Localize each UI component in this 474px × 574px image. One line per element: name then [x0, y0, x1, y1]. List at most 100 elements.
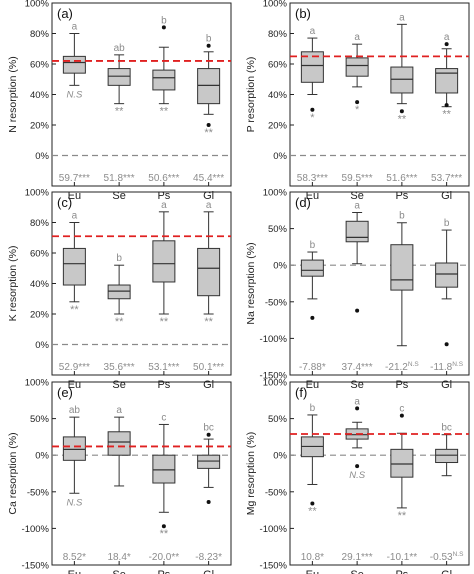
iqr-box — [345, 220, 369, 243]
box-Se: b ** 35.6*** — [104, 253, 135, 373]
x-tick-label: Se — [112, 190, 125, 202]
mean-value-label: 50.6*** — [148, 173, 179, 184]
significance-letter: c — [161, 412, 166, 423]
significance-letter: a — [161, 200, 167, 211]
box-Gl: bc -0.53N.S — [430, 423, 464, 563]
outlier-point — [355, 464, 360, 469]
significance-stars: * — [310, 112, 315, 124]
mean-value-label: -0.53N.S — [430, 551, 464, 563]
y-axis-label: Mg resorption (%) — [245, 432, 257, 515]
y-tick-label: 100% — [263, 0, 288, 10]
box-Se: a 18.4* — [107, 405, 130, 563]
y-tick-label: 100% — [263, 378, 288, 389]
outlier-point — [444, 342, 449, 347]
box-Gl: a ** 53.7*** — [431, 32, 462, 184]
outlier-point — [444, 103, 449, 108]
significance-letter: a — [354, 200, 360, 211]
iqr-box — [152, 454, 176, 484]
mean-value-label: 45.4*** — [193, 173, 224, 184]
y-tick-label: -50% — [265, 487, 288, 498]
x-tick-label: Eu — [306, 379, 319, 391]
mean-value-label: -10.1** — [387, 552, 418, 563]
significance-stars: ** — [398, 510, 407, 522]
significance-stars: N.S — [66, 89, 83, 100]
significance-stars: ** — [115, 106, 124, 118]
significance-letter: a — [72, 22, 78, 33]
x-tick-label: Gl — [441, 190, 452, 202]
y-tick-label: 20% — [30, 310, 50, 321]
significance-letter: b — [310, 403, 316, 414]
panel-f: -150% -100% -50% 0% 50% 100% Eu Se Ps Gl Mg resorp… — [245, 378, 470, 574]
box-Gl: a ** 50.1*** — [193, 200, 224, 373]
y-tick-label: 100% — [25, 188, 50, 199]
outlier-point — [355, 308, 360, 313]
mean-value-label: 18.4* — [107, 552, 130, 563]
mean-value-label: 50.1*** — [193, 362, 224, 373]
significance-letter: a — [354, 32, 360, 43]
x-tick-label: Ps — [395, 190, 408, 202]
box-Gl: b ** 45.4*** — [193, 34, 224, 184]
outlier-point — [206, 43, 211, 48]
y-tick-label: 60% — [268, 60, 288, 71]
y-tick-label: 20% — [30, 121, 50, 132]
significance-letter: ab — [69, 405, 81, 416]
mean-value-label: 51.6*** — [386, 173, 417, 184]
outlier-point — [355, 406, 360, 411]
mean-value-label: -8.23* — [195, 552, 222, 563]
outlier-point — [310, 315, 315, 320]
y-tick-label: 100% — [25, 378, 50, 389]
panel-e: -150% -100% -50% 0% 50% 100% Eu Se Ps Gl Ca resorp… — [7, 378, 232, 574]
panel-label: (a) — [57, 6, 73, 21]
y-tick-label: 0% — [35, 151, 49, 162]
iqr-box — [435, 68, 459, 94]
significance-letter: a — [399, 12, 405, 23]
significance-letter: b — [116, 253, 122, 264]
x-tick-label: Ps — [395, 569, 408, 574]
mean-value-label: 10.8* — [301, 552, 324, 563]
outlier-point — [310, 501, 315, 506]
y-tick-label: 100% — [25, 0, 50, 10]
box-Se: ab ** 51.8*** — [104, 43, 135, 184]
box-Eu: a * 58.3*** — [297, 26, 328, 184]
x-tick-label: Gl — [203, 569, 214, 574]
mean-value-label: 58.3*** — [297, 173, 328, 184]
iqr-box — [62, 55, 86, 74]
y-tick-label: 40% — [30, 279, 50, 290]
box-Ps: c ** -20.0** — [149, 412, 180, 563]
outlier-point — [206, 123, 211, 127]
iqr-box — [107, 431, 131, 456]
panel-label: (e) — [57, 385, 73, 400]
y-tick-label: -100% — [260, 334, 288, 345]
box-Se: a 37.4*** — [342, 200, 373, 373]
y-tick-label: 40% — [268, 90, 288, 101]
y-tick-label: -100% — [260, 524, 288, 535]
significance-letter: a — [444, 32, 450, 43]
significance-letter: b — [399, 211, 405, 222]
y-tick-label: 100% — [263, 188, 288, 199]
significance-stars: ** — [308, 506, 317, 518]
box-Eu: b ** 10.8* — [301, 403, 324, 563]
iqr-box — [152, 69, 176, 91]
mean-value-label: 37.4*** — [342, 362, 373, 373]
y-tick-label: -50% — [265, 297, 288, 308]
mean-value-label: -7.88* — [299, 362, 326, 373]
significance-letter: a — [206, 200, 212, 211]
y-tick-label: 20% — [268, 121, 288, 132]
y-tick-label: 40% — [30, 90, 50, 101]
x-tick-label: Se — [350, 190, 363, 202]
outlier-point — [310, 107, 315, 112]
x-tick-label: Ps — [395, 379, 408, 391]
significance-stars: ** — [115, 316, 124, 328]
y-tick-label: -150% — [260, 561, 288, 572]
iqr-box — [197, 247, 221, 297]
iqr-box — [107, 68, 131, 86]
box-Ps: b ** 50.6*** — [148, 15, 179, 184]
panel-label: (b) — [295, 6, 311, 21]
iqr-box — [300, 51, 324, 83]
significance-letter: bc — [441, 423, 452, 434]
y-tick-label: 0% — [35, 451, 49, 462]
box-Gl: b -11.8N.S — [430, 218, 464, 373]
significance-letter: ab — [114, 43, 126, 54]
significance-stars: ** — [204, 316, 213, 328]
